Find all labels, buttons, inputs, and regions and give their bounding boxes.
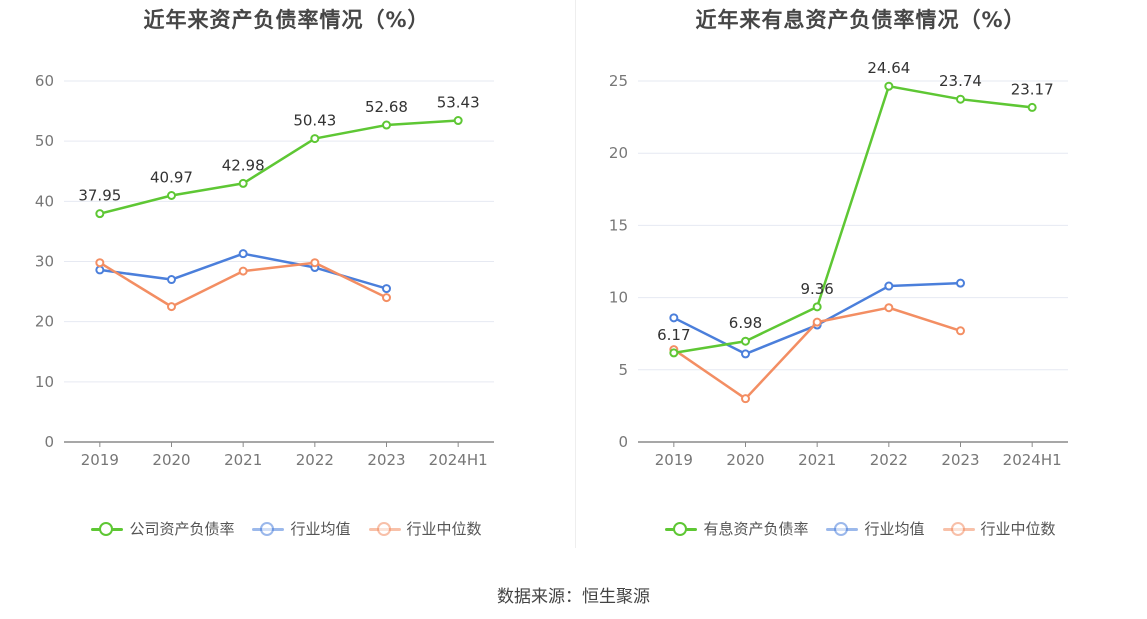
chart-legend: 有息资产负债率 行业均值 行业中位数 — [574, 518, 1147, 539]
data-point[interactable] — [95, 265, 105, 275]
data-point[interactable] — [167, 302, 176, 312]
chart-title: 近年来资产负债率情况（%） — [143, 8, 430, 32]
x-tick-label: 2023 — [941, 451, 979, 469]
data-point[interactable] — [95, 258, 105, 268]
data-label: 37.95 — [78, 187, 121, 205]
y-tick-label: 60 — [35, 72, 54, 90]
legend-marker — [91, 521, 124, 536]
y-tick-label: 50 — [35, 132, 54, 150]
x-tick-label: 2020 — [152, 451, 190, 469]
legend-label: 行业中位数 — [980, 520, 1056, 538]
legend-marker — [665, 521, 698, 536]
legend-item[interactable]: 行业中位数 — [942, 518, 1056, 539]
data-point[interactable] — [956, 326, 965, 336]
x-tick-label: 2023 — [367, 451, 405, 469]
y-tick-label: 15 — [609, 216, 628, 234]
data-point[interactable] — [238, 266, 248, 276]
legend-label: 公司资产负债率 — [129, 520, 235, 538]
data-point[interactable] — [167, 190, 176, 200]
chart-panel-interest-debt-ratio: 近年来有息资产负债率情况（%） 0 5 10 15 20 25 2019 2020 2021 20… — [574, 0, 1147, 560]
data-point[interactable] — [382, 293, 391, 303]
data-label: 24.64 — [867, 59, 910, 77]
data-point[interactable] — [812, 317, 822, 327]
data-label: 42.98 — [222, 156, 265, 174]
chart-title: 近年来有息资产负债率情况（%） — [695, 8, 1026, 32]
x-tick-label: 2020 — [726, 451, 764, 469]
data-point[interactable] — [741, 336, 750, 346]
x-tick-label: 2024H1 — [429, 451, 488, 469]
data-label: 40.97 — [150, 168, 193, 186]
legend-marker — [368, 521, 401, 536]
y-tick-label: 20 — [35, 313, 54, 331]
chart-plot-debt-ratio: 0 10 20 30 40 50 60 2019 2020 2021 2022 2023 2024H1 3… — [35, 72, 494, 469]
data-point[interactable] — [310, 134, 320, 144]
data-point[interactable] — [669, 313, 679, 323]
legend-marker — [826, 521, 859, 536]
y-tick-label: 40 — [35, 192, 54, 210]
data-point[interactable] — [741, 349, 750, 359]
data-point[interactable] — [382, 284, 391, 294]
data-point[interactable] — [238, 178, 248, 188]
legend-marker — [942, 521, 975, 536]
data-label: 50.43 — [293, 112, 336, 130]
data-point[interactable] — [669, 348, 679, 358]
y-tick-label: 0 — [618, 433, 628, 451]
x-tick-label: 2019 — [655, 451, 693, 469]
data-point[interactable] — [238, 249, 248, 259]
data-label: 9.36 — [800, 280, 833, 298]
data-point[interactable] — [741, 394, 750, 404]
x-tick-label: 2022 — [296, 451, 334, 469]
data-point[interactable] — [884, 281, 894, 291]
data-label: 6.98 — [729, 314, 762, 332]
data-point[interactable] — [453, 116, 463, 126]
x-tick-label: 2024H1 — [1003, 451, 1062, 469]
data-point[interactable] — [95, 209, 105, 219]
y-tick-label: 5 — [618, 361, 628, 379]
legend-item[interactable]: 公司资产负债率 — [91, 518, 234, 539]
legend-item[interactable]: 行业中位数 — [368, 518, 482, 539]
data-point[interactable] — [812, 302, 822, 312]
x-tick-label: 2021 — [798, 451, 836, 469]
data-point[interactable] — [884, 303, 894, 313]
series-line-0 — [99, 119, 459, 215]
data-point[interactable] — [956, 278, 965, 288]
legend-item[interactable]: 行业均值 — [252, 518, 351, 539]
series-line-0 — [673, 84, 1033, 355]
data-label: 23.17 — [1011, 80, 1054, 98]
legend-label: 有息资产负债率 — [703, 520, 809, 538]
legend-item[interactable]: 有息资产负债率 — [665, 518, 808, 539]
data-point[interactable] — [310, 258, 320, 268]
data-source-note: 数据来源：恒生聚源 — [497, 587, 650, 607]
legend-item[interactable]: 行业均值 — [826, 518, 925, 539]
y-tick-label: 30 — [35, 253, 54, 271]
data-label: 6.17 — [657, 326, 690, 344]
y-tick-label: 20 — [609, 144, 628, 162]
x-tick-label: 2019 — [81, 451, 119, 469]
legend-label: 行业中位数 — [406, 520, 482, 538]
data-point[interactable] — [1027, 102, 1037, 112]
chart-plot-interest-debt-ratio: 0 5 10 15 20 25 2019 2020 2021 2022 2023 2024H1 6.17… — [609, 59, 1068, 469]
chart-legend: 公司资产负债率 行业均值 行业中位数 — [0, 518, 573, 539]
data-point[interactable] — [167, 275, 176, 285]
data-point[interactable] — [884, 81, 894, 91]
data-label: 53.43 — [437, 94, 480, 112]
data-label: 23.74 — [939, 72, 982, 90]
data-label: 52.68 — [365, 98, 408, 116]
y-tick-label: 10 — [35, 373, 54, 391]
x-tick-label: 2022 — [870, 451, 908, 469]
legend-label: 行业均值 — [290, 520, 351, 538]
legend-marker — [252, 521, 285, 536]
panel-divider — [575, 0, 576, 548]
y-tick-label: 0 — [44, 433, 54, 451]
data-point[interactable] — [382, 120, 391, 130]
chart-panel-debt-ratio: 近年来资产负债率情况（%） 0 10 20 30 40 50 60 2019 2020 2021 2… — [0, 0, 573, 560]
x-tick-label: 2021 — [224, 451, 262, 469]
legend-label: 行业均值 — [864, 520, 925, 538]
data-point[interactable] — [956, 94, 965, 104]
y-tick-label: 10 — [609, 289, 628, 307]
y-tick-label: 25 — [609, 72, 628, 90]
